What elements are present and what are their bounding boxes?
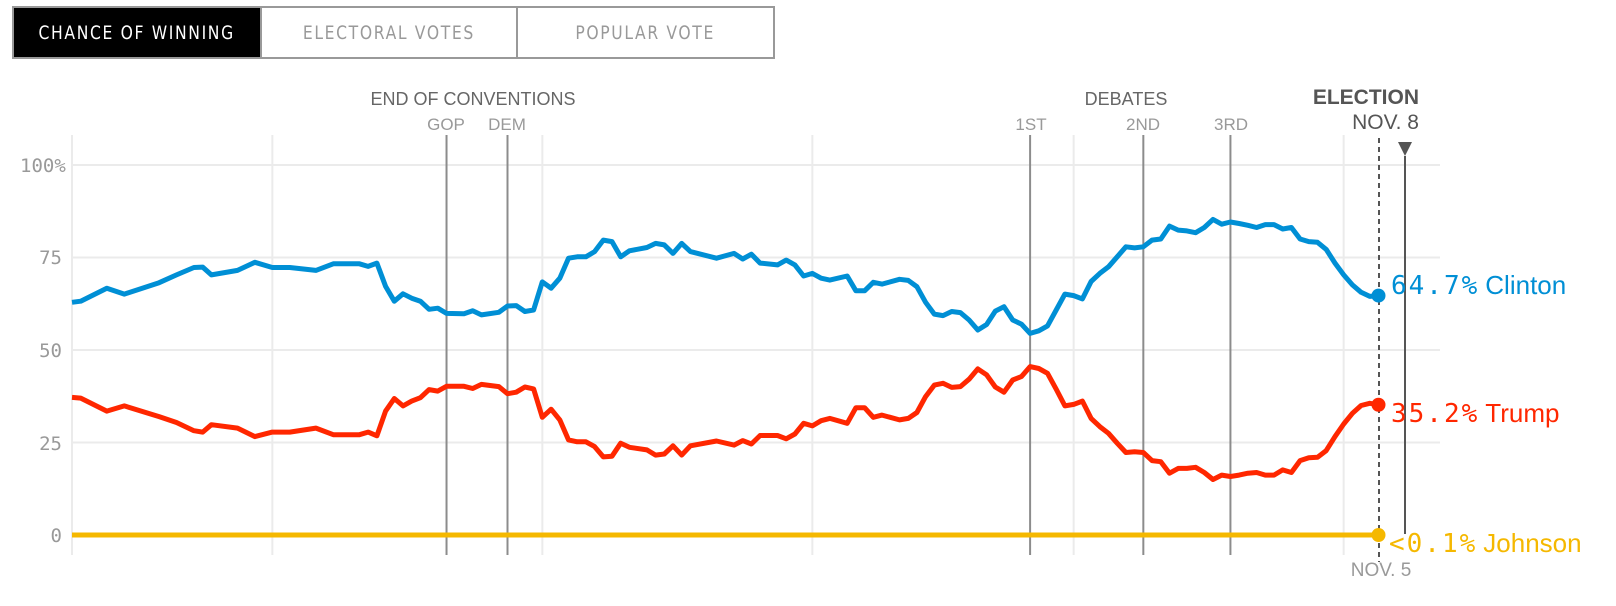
clinton-end-label: 64.7% Clinton: [1391, 270, 1566, 301]
y-tick-label: 0: [51, 525, 62, 547]
y-axis: 100% 75 50 25 0: [20, 155, 66, 547]
svg-text:64.7%Clinton: 64.7% Clinton: [1391, 270, 1566, 301]
forecast-tabs: CHANCE OF WINNING ELECTORAL VOTES POPULA…: [12, 6, 775, 59]
tab-electoral-votes[interactable]: ELECTORAL VOTES: [262, 8, 518, 57]
dem-convention-label: DEM: [488, 115, 526, 134]
election-marker-triangle-icon: [1398, 142, 1412, 156]
trump-value: 35.2%: [1391, 399, 1479, 429]
clinton-line: [71, 216, 1379, 336]
y-tick-label: 100%: [20, 155, 66, 177]
debate-1-label: 1ST: [1015, 115, 1046, 134]
series-lines: [71, 216, 1386, 542]
event-lines: [445, 135, 1232, 555]
election-date: NOV. 8: [1352, 111, 1419, 134]
svg-text:35.2%Trump: 35.2% Trump: [1391, 398, 1559, 429]
tab-label: CHANCE OF WINNING: [38, 21, 236, 44]
trump-name: Trump: [1485, 398, 1559, 428]
tab-chance-of-winning[interactable]: CHANCE OF WINNING: [14, 8, 262, 57]
debates-annotation: DEBATES: [1085, 89, 1168, 109]
trump-end-dot: [1371, 397, 1386, 412]
tab-label: ELECTORAL VOTES: [302, 21, 476, 44]
tab-label: POPULAR VOTE: [575, 21, 716, 44]
conventions-annotation: END OF CONVENTIONS: [370, 89, 575, 109]
debate-3-label: 3RD: [1214, 115, 1248, 134]
y-tick-label: 50: [39, 340, 62, 362]
johnson-end-dot: [1371, 528, 1386, 542]
tab-popular-vote[interactable]: POPULAR VOTE: [518, 8, 773, 57]
gop-convention-label: GOP: [427, 115, 465, 134]
election-label: ELECTION: [1313, 86, 1419, 109]
clinton-name: Clinton: [1485, 270, 1566, 300]
debate-2-label: 2ND: [1126, 115, 1160, 134]
gridlines: [71, 135, 1440, 555]
svg-text:<0.1%Johnson: <0.1% Johnson: [1389, 528, 1582, 559]
clinton-value: 64.7%: [1391, 271, 1479, 301]
y-tick-label: 25: [39, 433, 62, 455]
y-tick-label: 75: [39, 247, 62, 269]
johnson-end-label: <0.1% Johnson: [1389, 528, 1582, 559]
latest-forecast-date: NOV. 5: [1351, 560, 1412, 581]
trump-end-label: 35.2% Trump: [1391, 398, 1559, 429]
trump-line: [71, 364, 1379, 482]
johnson-name: Johnson: [1483, 528, 1581, 558]
clinton-end-dot: [1371, 288, 1386, 303]
johnson-value: <0.1%: [1389, 529, 1477, 559]
